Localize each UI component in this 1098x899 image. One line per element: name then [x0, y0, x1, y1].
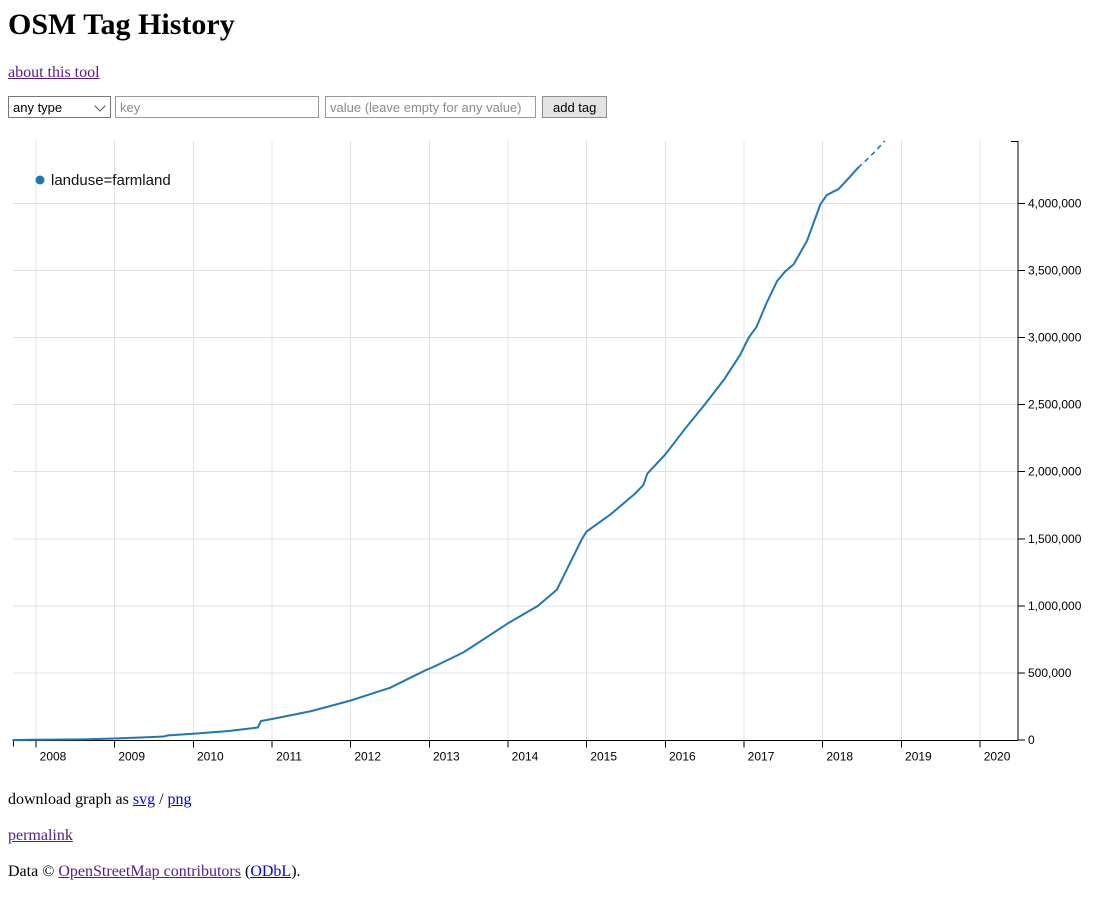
attribution-paren-open: ( — [240, 863, 251, 880]
x-tick-label: 2014 — [512, 750, 539, 764]
series-line — [12, 166, 860, 741]
x-tick-label: 2018 — [826, 750, 853, 764]
x-tick-label: 2020 — [984, 750, 1011, 764]
y-tick-label: 2,000,000 — [1028, 465, 1082, 479]
permalink-row: permalink — [8, 827, 1090, 845]
download-label: download graph as — [8, 791, 133, 808]
x-tick-label: 2019 — [905, 750, 932, 764]
about-this-tool-link[interactable]: about this tool — [8, 64, 100, 81]
value-input[interactable] — [325, 96, 536, 118]
x-tick-label: 2009 — [118, 750, 145, 764]
x-tick-label: 2008 — [40, 750, 67, 764]
add-tag-button[interactable]: add tag — [542, 96, 608, 118]
y-tick-label: 3,500,000 — [1028, 263, 1082, 277]
x-tick-label: 2011 — [276, 750, 302, 764]
download-svg-link[interactable]: svg — [132, 791, 156, 808]
download-row: download graph as svg / png — [8, 791, 1090, 809]
download-png-link[interactable]: png — [167, 791, 192, 808]
y-tick-label: 3,000,000 — [1028, 331, 1082, 345]
page-title: OSM Tag History — [8, 8, 235, 41]
tag-form: any type add tag — [8, 96, 1090, 118]
attribution-row: Data © OpenStreetMap contributors (ODbL)… — [8, 863, 1090, 881]
x-tick-label: 2016 — [669, 750, 696, 764]
odbl-link[interactable]: ODbL — [250, 863, 292, 880]
attribution-paren-close: ). — [291, 863, 301, 880]
x-tick-label: 2012 — [354, 750, 381, 764]
key-input[interactable] — [115, 96, 319, 118]
y-tick-label: 2,500,000 — [1028, 398, 1082, 412]
tag-history-chart: 2008 2009 2010 2011 2012 2013 2014 2015 2016 2017… — [12, 140, 1082, 764]
y-tick-label: 1,500,000 — [1028, 532, 1082, 546]
series-projection-line — [857, 140, 886, 169]
permalink-link[interactable]: permalink — [8, 827, 73, 844]
x-tick-label: 2017 — [748, 750, 775, 764]
legend-dot-icon — [35, 175, 45, 185]
y-tick-label: 1,000,000 — [1028, 599, 1082, 613]
y-tick-label: 0 — [1028, 733, 1035, 747]
x-tick-label: 2015 — [590, 750, 617, 764]
osm-contributors-link[interactable]: OpenStreetMap contributors — [58, 863, 241, 880]
y-tick-label: 500,000 — [1028, 666, 1072, 680]
type-select-wrap: any type — [8, 96, 111, 118]
x-tick-label: 2010 — [197, 750, 224, 764]
type-select[interactable]: any type — [8, 96, 111, 118]
download-separator: / — [155, 791, 168, 808]
x-tick-label: 2013 — [433, 750, 460, 764]
legend-label: landuse=farmland — [51, 172, 171, 189]
y-tick-label: 4,000,000 — [1028, 196, 1082, 210]
attribution-prefix: Data © — [8, 863, 59, 880]
